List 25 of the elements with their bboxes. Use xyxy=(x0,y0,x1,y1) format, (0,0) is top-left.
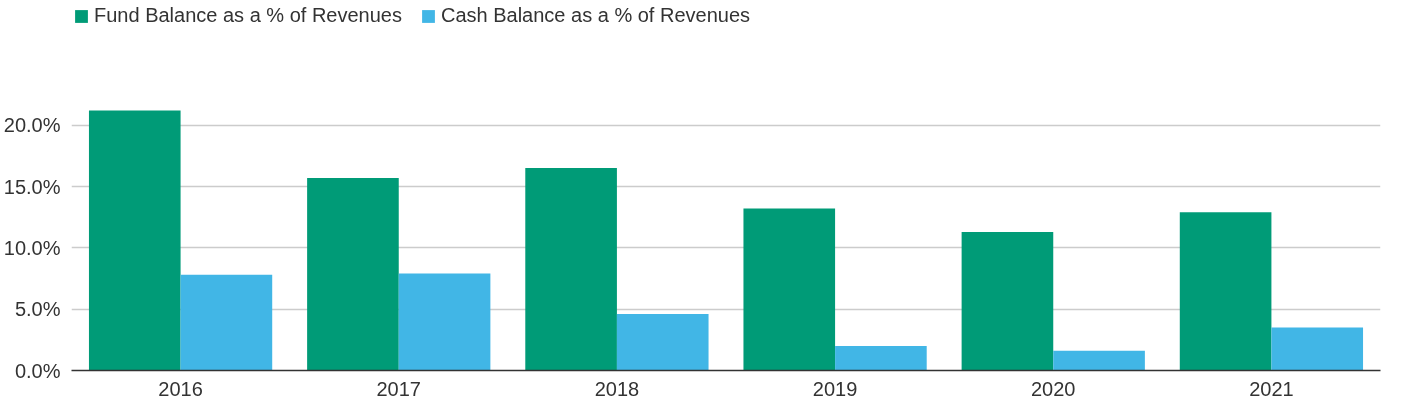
legend-label: Cash Balance as a % of Revenues xyxy=(440,4,751,27)
bar xyxy=(743,208,836,371)
x-tick-label: 2018 xyxy=(594,377,640,400)
bar xyxy=(307,177,399,371)
bar xyxy=(180,274,273,371)
x-tick-label: 2020 xyxy=(1031,377,1076,400)
bar xyxy=(1179,212,1272,371)
y-tick-label: 10.0% xyxy=(3,236,61,259)
bar xyxy=(88,110,181,371)
bar xyxy=(961,231,1054,371)
bar xyxy=(835,345,927,371)
x-tick-label: 2016 xyxy=(158,377,203,400)
x-tick-label: 2021 xyxy=(1249,377,1294,400)
y-tick-label: 15.0% xyxy=(3,175,61,198)
x-tick-label: 2017 xyxy=(376,377,421,400)
bar xyxy=(1271,327,1364,371)
y-tick-label: 20.0% xyxy=(3,114,61,137)
x-tick-label: 2019 xyxy=(812,377,858,400)
legend-label: Fund Balance as a % of Revenues xyxy=(94,4,402,27)
y-tick-label: 0.0% xyxy=(14,359,61,382)
bar xyxy=(616,314,709,371)
bar xyxy=(525,168,617,371)
bar xyxy=(1053,350,1145,371)
y-tick-label: 5.0% xyxy=(14,298,61,321)
bar xyxy=(398,273,491,371)
